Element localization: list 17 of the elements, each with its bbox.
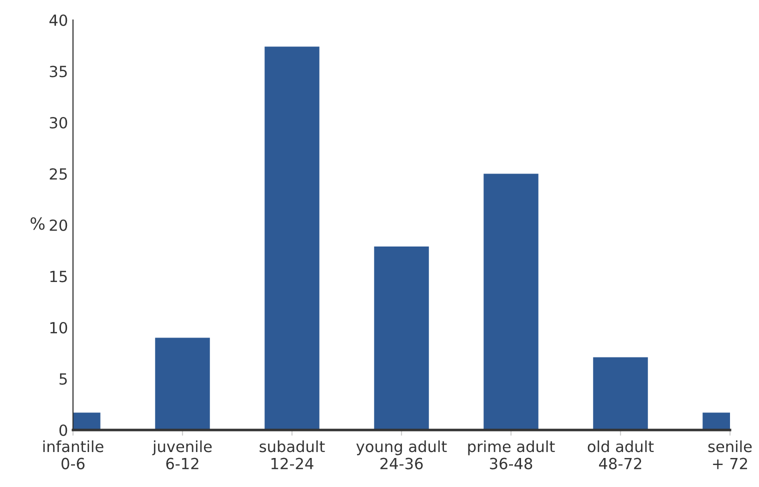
y-tick-label: 15 [50, 270, 67, 282]
x-tick-label: old adult 48-72 [588, 440, 654, 470]
x-tick-label: senile + 72 [708, 440, 752, 470]
y-axis-title: % [30, 217, 45, 230]
y-tick-label: 10 [50, 322, 68, 334]
x-tick-label: subadult 12-24 [260, 440, 325, 470]
x-tick-label: prime adult 36-48 [468, 440, 555, 470]
x-tick-label: juvenile 6-12 [152, 440, 212, 470]
y-tick-label: 5 [60, 373, 67, 385]
y-tick-label: 35 [50, 66, 67, 78]
y-tick-label: 25 [50, 168, 67, 180]
y-tick-label: 0 [59, 424, 68, 436]
y-tick-label: 30 [50, 116, 68, 129]
x-tick-label: infantile 0-6 [43, 440, 104, 470]
y-tick-label: 20 [50, 219, 68, 232]
y-tick-label: 40 [49, 14, 68, 26]
x-tick-label: young adult 24-36 [356, 440, 447, 470]
